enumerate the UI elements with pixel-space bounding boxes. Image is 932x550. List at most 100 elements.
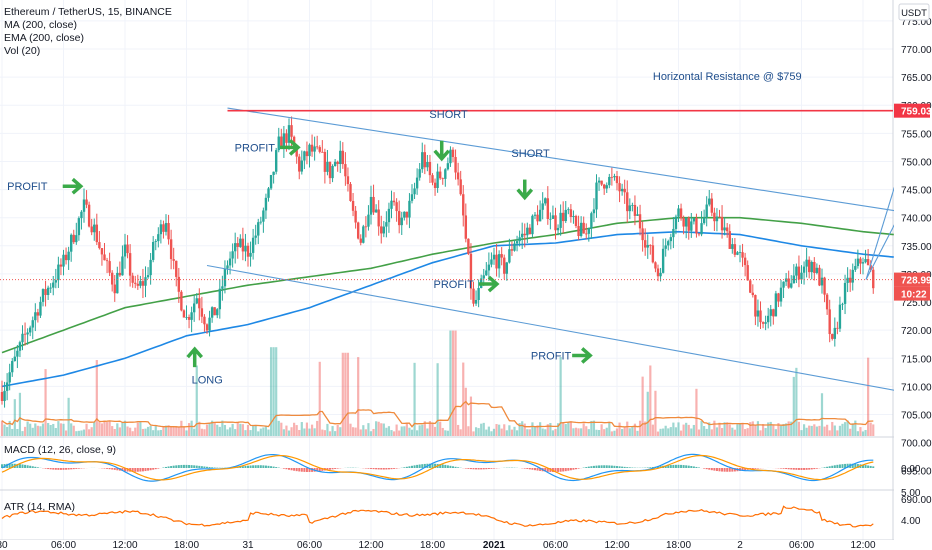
candle <box>631 202 634 212</box>
macd-histogram-bar <box>628 467 631 468</box>
candle <box>90 218 93 236</box>
candle-body <box>556 227 560 231</box>
macd-histogram-bar <box>846 463 849 468</box>
macd-histogram-bar <box>290 468 293 471</box>
candle <box>95 213 99 245</box>
candle-body <box>367 214 370 227</box>
candle-body <box>533 214 537 216</box>
candle <box>218 279 222 319</box>
volume-bar <box>731 427 734 436</box>
candle <box>618 176 621 203</box>
candle <box>64 247 68 265</box>
volume-bar <box>831 421 834 436</box>
macd-legend[interactable]: MACD (12, 26, close, 9) <box>4 444 117 456</box>
macd-histogram-bar <box>139 468 142 472</box>
volume-bar <box>656 431 660 436</box>
annotation-label-long: LONG <box>192 375 223 387</box>
macd-histogram-bar <box>24 464 27 468</box>
volume-bar <box>205 424 209 436</box>
macd-histogram-bar <box>651 466 654 468</box>
macd-histogram-bar <box>21 464 24 468</box>
volume-bar <box>457 424 460 436</box>
candle <box>72 229 75 245</box>
volume-bar <box>856 431 859 436</box>
candle <box>533 211 537 220</box>
volume-bar <box>359 429 362 436</box>
macd-histogram-bar <box>831 465 834 468</box>
candle <box>679 203 683 221</box>
volume-bar <box>139 421 142 436</box>
candle <box>654 261 657 273</box>
macd-histogram-bar <box>413 465 416 468</box>
candle <box>766 307 770 329</box>
candle-body <box>846 277 849 283</box>
macd-histogram-bar <box>334 468 337 469</box>
volume-bar <box>728 424 731 436</box>
macd-histogram-bar <box>316 468 319 472</box>
candle-body <box>833 327 837 339</box>
volume-bar <box>815 426 818 436</box>
ema-legend[interactable]: EMA (200, close) <box>4 32 84 44</box>
volume-bar <box>95 360 98 436</box>
volume-bar <box>413 362 416 436</box>
macd-tick-label: 5.00 <box>901 488 921 499</box>
macd-pane <box>1 453 875 482</box>
macd-histogram-bar <box>808 468 811 470</box>
candle-body <box>787 278 790 288</box>
volume-bar <box>539 422 542 436</box>
candle-body <box>838 304 842 329</box>
volume-bar <box>469 396 473 436</box>
volume-bar <box>172 426 175 436</box>
candle <box>344 152 347 186</box>
candle <box>720 205 724 239</box>
candle <box>31 316 34 340</box>
macd-histogram-bar <box>557 468 560 472</box>
candle <box>605 182 608 193</box>
candle <box>541 192 544 220</box>
volume-bar <box>800 430 803 436</box>
candle-body <box>554 215 557 231</box>
candle <box>298 153 301 180</box>
candle-body <box>651 245 655 263</box>
candle <box>777 292 780 308</box>
volume-bar <box>751 421 754 436</box>
symbol-title[interactable]: Ethereum / TetherUS, 15, BINANCE <box>4 6 172 18</box>
volume-bar <box>77 430 80 436</box>
volume-bar <box>16 428 19 436</box>
candle <box>382 220 386 238</box>
volume-bar <box>441 427 444 436</box>
candle-body <box>859 258 862 264</box>
volume-bar <box>47 422 50 436</box>
volume-bar <box>503 424 506 436</box>
candle-body <box>528 227 532 235</box>
atr-legend[interactable]: ATR (14, RMA) <box>4 501 75 513</box>
candle <box>44 280 47 307</box>
candle-body <box>13 356 17 362</box>
candle-body <box>633 204 637 216</box>
macd-histogram-bar <box>482 468 485 470</box>
candle-body <box>520 233 524 238</box>
macd-histogram-bar <box>421 464 424 468</box>
macd-histogram-bar <box>318 468 321 472</box>
volume-bar <box>57 421 60 436</box>
candle <box>367 205 370 231</box>
candle-body <box>444 169 447 179</box>
volume-bar <box>659 428 662 436</box>
volume-bar <box>398 430 401 436</box>
ma-legend[interactable]: MA (200, close) <box>4 19 77 31</box>
candle <box>467 238 470 256</box>
volume-bar <box>123 420 127 436</box>
macd-histogram-bar <box>254 465 257 468</box>
candle-body <box>239 238 242 247</box>
macd-histogram-bar <box>493 468 495 469</box>
candle-body <box>274 150 278 172</box>
volume-legend[interactable]: Vol (20) <box>4 45 41 57</box>
volume-bar <box>177 426 180 436</box>
macd-histogram-bar <box>692 466 695 468</box>
candle-body <box>44 289 47 296</box>
candle-body <box>795 266 798 276</box>
candle <box>818 264 821 287</box>
macd-histogram-bar <box>449 465 452 468</box>
candle <box>649 244 652 255</box>
